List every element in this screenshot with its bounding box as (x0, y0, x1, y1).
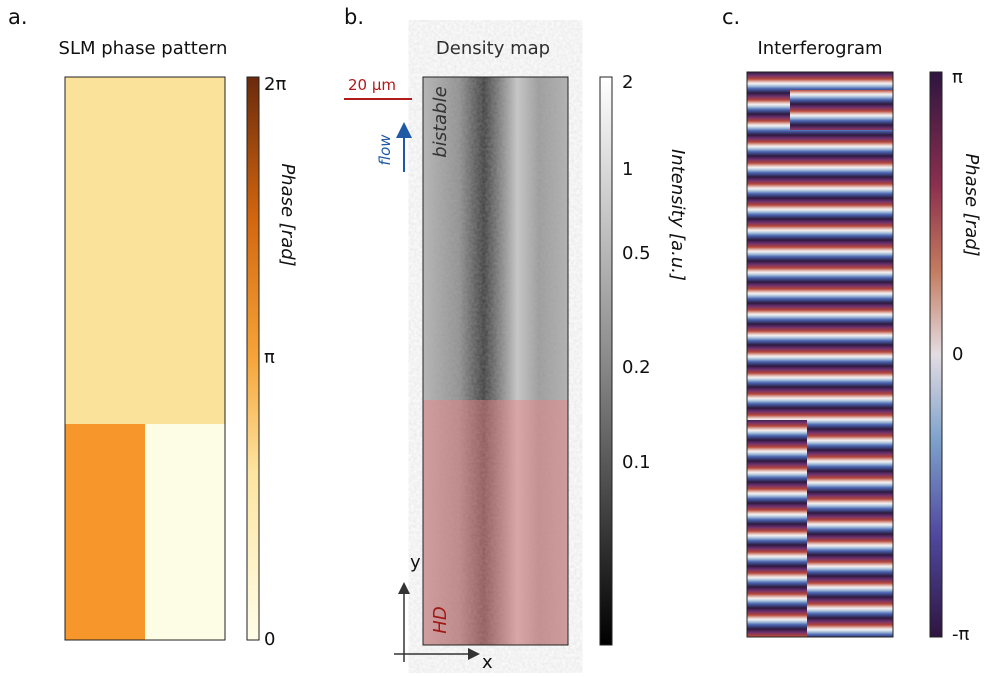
panel-title: SLM phase pattern (59, 38, 228, 59)
colorbar-tick: 0.2 (622, 357, 651, 378)
image-frame (422, 76, 569, 646)
colorbar-tick: 0 (952, 344, 963, 365)
colorbar-tick: 2π (264, 74, 286, 95)
colorbar (599, 76, 613, 646)
scale-bar-label: 20 µm (348, 76, 396, 94)
colorbar-label: Phase [rad] (961, 153, 982, 256)
flow-label: flow (376, 134, 394, 166)
image-frame (746, 71, 894, 638)
colorbar-tick: 0.5 (622, 243, 651, 264)
panel-label: b. (344, 5, 364, 29)
image-frame (64, 76, 226, 641)
colorbar-label: Intensity [a.u.] (667, 149, 688, 281)
interferogram-shift (747, 420, 807, 637)
slm-region (65, 77, 225, 424)
colorbar-label: Phase [rad] (277, 163, 298, 266)
colorbar-tick: -π (952, 624, 969, 645)
axis-label: y (410, 552, 421, 573)
slm-region (145, 424, 225, 640)
hd-overlay (423, 400, 568, 645)
colorbar-tick: π (952, 67, 963, 88)
colorbar-tick: 1 (622, 159, 633, 180)
colorbar (929, 71, 943, 638)
axis-label: x (482, 652, 493, 673)
colorbar-tick: π (264, 347, 275, 368)
density-noise (423, 77, 568, 645)
region-label: bistable (430, 86, 451, 157)
colorbar-tick: 2 (622, 72, 633, 93)
panel-title: Density map (436, 38, 550, 59)
panel-label: c. (722, 5, 740, 29)
colorbar-tick: 0 (264, 629, 275, 650)
colorbar (246, 76, 260, 641)
interferogram-shift (790, 90, 893, 130)
panel-label: a. (8, 5, 28, 29)
region-label: HD (430, 606, 451, 633)
colorbar-tick: 0.1 (622, 452, 651, 473)
panel-title: Interferogram (757, 38, 882, 59)
slm-region (65, 424, 145, 640)
